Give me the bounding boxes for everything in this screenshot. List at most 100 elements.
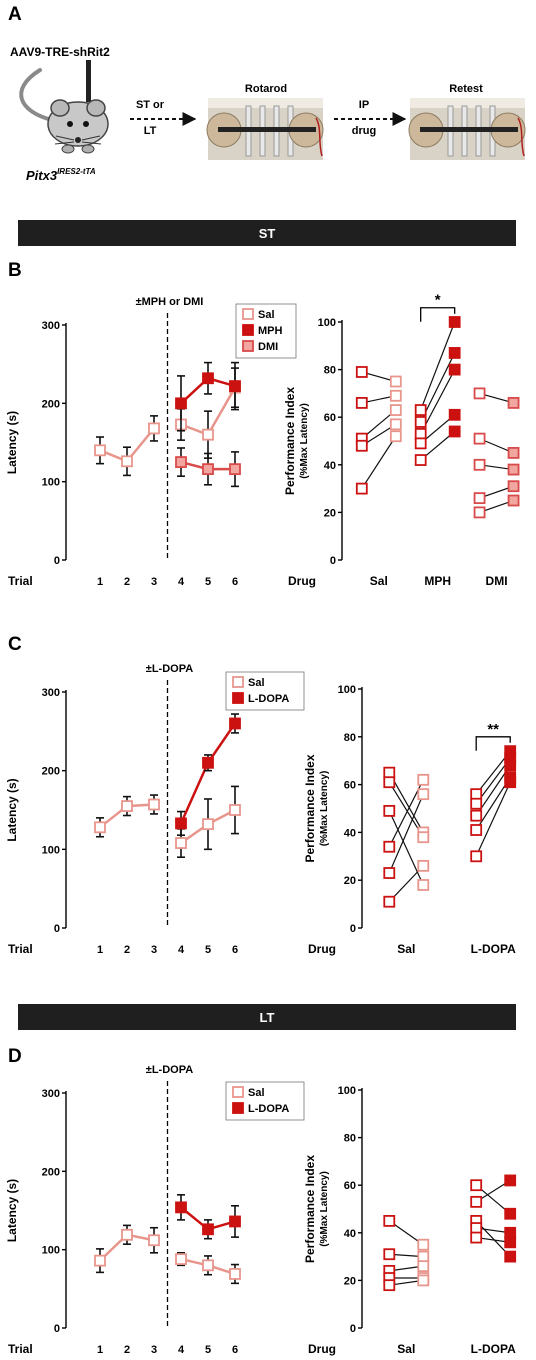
pre-point bbox=[414, 454, 427, 466]
y-axis-title: Performance Index bbox=[283, 387, 297, 495]
rotarod-label: Rotarod bbox=[245, 83, 287, 95]
x-tick-label: 3 bbox=[151, 576, 157, 588]
post-point bbox=[448, 425, 461, 438]
pre-point bbox=[470, 824, 483, 836]
x-tick-label: 5 bbox=[205, 576, 211, 588]
arrow1-top-label: ST or bbox=[136, 99, 165, 111]
post-point bbox=[417, 879, 430, 891]
panel-letter: D bbox=[8, 1046, 22, 1067]
y-tick-label: 40 bbox=[344, 827, 356, 839]
data-point bbox=[175, 1253, 187, 1265]
y-tick-label: 100 bbox=[42, 1245, 60, 1257]
y-tick-label: 20 bbox=[324, 507, 336, 519]
pre-point bbox=[383, 1248, 396, 1261]
x-tick-label: Sal bbox=[370, 574, 388, 588]
post-point bbox=[507, 446, 520, 459]
legend-label-sal: Sal bbox=[258, 309, 275, 321]
virus-label: AAV9-TRE-shRit2 bbox=[10, 45, 110, 59]
significance-bracket: ** bbox=[475, 721, 511, 751]
significance-bracket: * bbox=[420, 292, 456, 322]
data-point bbox=[229, 1215, 241, 1228]
pre-point bbox=[470, 809, 483, 822]
pre-point bbox=[473, 492, 486, 505]
post-point bbox=[417, 1260, 430, 1273]
data-point bbox=[229, 1268, 241, 1280]
data-point bbox=[229, 717, 241, 730]
legend-swatch-sal bbox=[242, 308, 254, 320]
latency-title: ±MPH or DMI bbox=[136, 296, 204, 308]
pi-chart: 0 20 40 60 80 100 Drug Sal L-DOPA Performance Ind… bbox=[303, 1085, 517, 1356]
pre-point bbox=[383, 1279, 396, 1292]
pre-point bbox=[473, 432, 486, 445]
x-tick-label: 2 bbox=[124, 944, 130, 956]
post-point bbox=[389, 375, 402, 388]
y-tick-label: 20 bbox=[344, 875, 356, 887]
pre-test-series bbox=[94, 415, 160, 477]
pi-group-dmi bbox=[473, 387, 520, 519]
data-point bbox=[202, 1259, 214, 1272]
y-tick-label: 0 bbox=[54, 1323, 60, 1335]
significance-label: ** bbox=[487, 721, 499, 738]
injector-needle bbox=[86, 60, 91, 102]
post-point bbox=[389, 418, 402, 431]
data-point bbox=[202, 428, 214, 441]
x-tick-label: 6 bbox=[232, 1344, 238, 1356]
data-point bbox=[175, 1201, 187, 1214]
series-sal bbox=[175, 1252, 241, 1285]
legend-swatch-mph bbox=[242, 324, 254, 336]
post-point bbox=[417, 1274, 430, 1287]
y-axis-title: Performance Index bbox=[303, 754, 317, 862]
y-tick-label: 80 bbox=[344, 1133, 356, 1145]
x-tick-label: 4 bbox=[178, 1344, 185, 1356]
series-mph bbox=[175, 361, 241, 432]
data-point bbox=[148, 422, 160, 435]
pre-point bbox=[383, 895, 396, 908]
data-point bbox=[229, 380, 241, 393]
y-tick-label: 0 bbox=[350, 1323, 356, 1335]
post-point bbox=[507, 480, 520, 493]
legend: Sal L-DOPA bbox=[225, 671, 305, 711]
panel-letter: B bbox=[8, 260, 22, 281]
bracket-line bbox=[420, 307, 456, 322]
pair-line bbox=[361, 435, 397, 489]
y-axis-subtitle: (%Max Latency) bbox=[319, 771, 330, 847]
y-tick-label: 0 bbox=[330, 555, 336, 567]
series-ldopa bbox=[175, 713, 241, 836]
mouse-illustration bbox=[19, 68, 109, 154]
legend-label-ldopa: L-DOPA bbox=[248, 1103, 289, 1115]
post-point bbox=[507, 494, 520, 507]
post-point bbox=[417, 773, 430, 786]
latency-chart: 0 100 200 300 Trial 1 2 3 4 5 6 Latency (s) ±L-DOPA S… bbox=[5, 663, 305, 956]
legend-swatch-ldopa bbox=[232, 692, 244, 704]
pre-test-series bbox=[94, 794, 160, 838]
x-tick-label: 4 bbox=[178, 576, 185, 588]
x-tick-label: 2 bbox=[124, 1344, 130, 1356]
y-tick-label: 0 bbox=[54, 923, 60, 935]
data-point bbox=[94, 821, 106, 834]
series-sal bbox=[175, 785, 241, 859]
data-point bbox=[94, 1254, 106, 1267]
pi-group-sal bbox=[383, 766, 430, 908]
post-point bbox=[417, 831, 430, 844]
post-point bbox=[504, 1207, 517, 1220]
y-axis-subtitle: (%Max Latency) bbox=[319, 1171, 330, 1247]
y-tick-label: 100 bbox=[42, 844, 60, 856]
data-point bbox=[229, 463, 241, 476]
pre-point bbox=[473, 506, 486, 519]
x-tick-label: 1 bbox=[97, 944, 103, 956]
pre-point bbox=[383, 867, 396, 879]
x-tick-label: MPH bbox=[424, 574, 451, 588]
y-axis-title: Latency (s) bbox=[5, 778, 19, 841]
legend-swatch-ldopa bbox=[232, 1102, 244, 1114]
y-tick-label: 300 bbox=[42, 320, 60, 332]
arrow2-bottom-label: drug bbox=[352, 125, 376, 137]
x-tick-label: 3 bbox=[151, 1344, 157, 1356]
pre-point bbox=[414, 416, 427, 428]
x-tick-label: 4 bbox=[178, 944, 185, 956]
post-point bbox=[504, 1174, 517, 1187]
y-tick-label: 20 bbox=[344, 1275, 356, 1287]
section-bar-st-label: ST bbox=[259, 226, 276, 241]
pre-point bbox=[470, 1231, 483, 1244]
pre-point bbox=[355, 482, 368, 495]
